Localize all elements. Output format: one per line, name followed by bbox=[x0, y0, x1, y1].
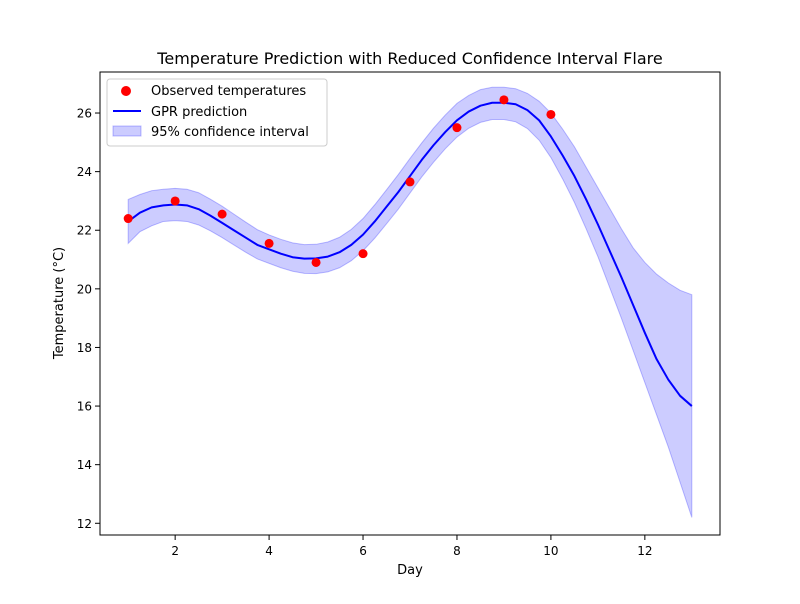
legend-box bbox=[106, 78, 328, 147]
legend-label-prediction: GPR prediction bbox=[151, 105, 247, 120]
confidence-interval-band bbox=[127, 86, 693, 518]
x-tick-label: 4 bbox=[265, 544, 273, 558]
y-tick-label: 22 bbox=[77, 224, 92, 238]
y-tick-label: 16 bbox=[77, 400, 92, 414]
observed-point bbox=[311, 257, 321, 267]
legend: Observed temperatures GPR prediction 95%… bbox=[106, 78, 328, 147]
chart-title: Temperature Prediction with Reduced Conf… bbox=[156, 49, 662, 68]
observed-point bbox=[123, 214, 133, 224]
plot-area bbox=[123, 86, 693, 518]
observed-point bbox=[405, 177, 415, 187]
x-tick-label: 10 bbox=[543, 544, 558, 558]
y-tick-label: 12 bbox=[77, 517, 92, 531]
y-tick-label: 24 bbox=[77, 165, 92, 179]
prediction-line bbox=[127, 101, 693, 407]
y-tick-label: 18 bbox=[77, 341, 92, 355]
observed-point bbox=[217, 209, 227, 219]
observed-point bbox=[452, 123, 462, 133]
legend-label-interval: 95% confidence interval bbox=[151, 125, 309, 140]
observed-point bbox=[358, 249, 368, 259]
observed-point bbox=[499, 95, 509, 105]
x-tick-label: 6 bbox=[359, 544, 367, 558]
y-tick-label: 14 bbox=[77, 458, 92, 472]
x-axis-label: Day bbox=[397, 563, 423, 578]
observed-point bbox=[546, 109, 556, 119]
x-tick-label: 12 bbox=[637, 544, 652, 558]
legend-marker-observed bbox=[121, 86, 131, 96]
legend-label-observed: Observed temperatures bbox=[151, 84, 306, 99]
y-axis-label: Temperature (°C) bbox=[52, 247, 67, 360]
plot-frame bbox=[99, 71, 721, 536]
x-tick-label: 2 bbox=[171, 544, 179, 558]
legend-swatch-interval bbox=[112, 125, 142, 137]
observed-point bbox=[264, 238, 274, 248]
y-tick-label: 20 bbox=[77, 282, 92, 296]
observed-point bbox=[170, 196, 180, 206]
x-tick-label: 8 bbox=[453, 544, 461, 558]
y-tick-label: 26 bbox=[77, 107, 92, 121]
